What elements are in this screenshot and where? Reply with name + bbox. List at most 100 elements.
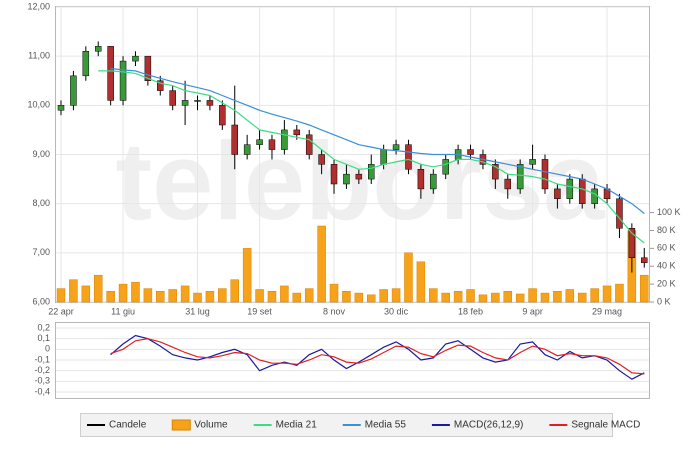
y-tick-label: 0 [45, 344, 50, 354]
candle-body [256, 139, 263, 145]
candle-body [305, 134, 313, 155]
y2-tick-label: 100 K [657, 207, 681, 217]
candle-body [467, 149, 474, 155]
volume-bar [590, 288, 599, 303]
volume-bar [143, 288, 153, 303]
candle-body [70, 75, 77, 106]
candle-body [566, 178, 574, 199]
volume-bar [267, 291, 277, 303]
volume-bar [367, 294, 376, 303]
candle-body [219, 105, 226, 126]
y2-tick-label: 80 K [657, 225, 676, 235]
candle-body [380, 149, 387, 165]
line-series [110, 338, 645, 375]
legend-key [171, 419, 191, 431]
volume-bar [193, 292, 202, 303]
volume-bar [379, 289, 388, 303]
y2-tick-label: 60 K [657, 243, 676, 253]
candle-body [206, 100, 214, 106]
legend-label: Media 21 [276, 420, 318, 431]
volume-bar [354, 292, 364, 303]
candle-body [591, 188, 598, 204]
y-tick-label: -0,4 [34, 386, 50, 396]
volume-bar [242, 248, 252, 303]
candle-body [132, 55, 139, 62]
volume-bar [466, 289, 475, 303]
volume-bar [429, 288, 438, 303]
candle-body [492, 164, 499, 180]
line-series [110, 67, 645, 214]
volume-bar [515, 293, 525, 303]
candle-body [616, 198, 623, 229]
volume-bar [168, 289, 177, 303]
y-tick-label: 6,00 [32, 296, 50, 306]
candle-body [442, 159, 449, 175]
volume-bar [230, 279, 239, 303]
y-tick-label: 9,00 [32, 149, 50, 159]
candle-body [181, 100, 189, 106]
volume-bar [292, 292, 302, 303]
volume-bar [441, 292, 450, 303]
candle-body [57, 105, 65, 111]
volume-bar [416, 261, 426, 303]
candle-body [641, 257, 648, 263]
volume-bar [205, 291, 215, 303]
volume-bar [391, 288, 401, 303]
candle-body [293, 129, 301, 136]
volume-bar [478, 294, 488, 303]
volume-bar [577, 292, 587, 303]
volume-bar [317, 225, 326, 303]
candle-body [82, 51, 90, 77]
volume-bar [81, 285, 91, 303]
x-tick-label: 8 nov [323, 306, 346, 316]
volume-bar [553, 291, 562, 303]
volume-bar [180, 285, 190, 303]
legend-label: Candele [109, 420, 147, 431]
candle-body [231, 124, 238, 155]
candle-body [343, 173, 350, 185]
candle-body [330, 164, 338, 185]
y-tick-label: 12,00 [27, 1, 50, 11]
y2-tick-label: 0 K [657, 296, 671, 306]
y-tick-label: -0,1 [34, 354, 50, 364]
candle-body [355, 173, 363, 180]
volume-bar [93, 274, 103, 303]
x-tick-label: 30 dic [384, 306, 409, 316]
volume-bar [304, 288, 314, 303]
y-tick-label: 8,00 [32, 198, 50, 208]
y-tick-label: 0,1 [37, 333, 50, 343]
x-tick-label: 9 apr [522, 306, 543, 316]
y2-tick-label: 20 K [657, 278, 676, 288]
x-tick-label: 31 lug [185, 306, 210, 316]
volume-bar [56, 288, 66, 303]
y-tick-label: 0,2 [37, 322, 50, 332]
volume-bar [565, 289, 575, 303]
candle-body [281, 129, 288, 150]
candle-body [578, 178, 586, 204]
x-tick-label: 18 feb [458, 306, 483, 316]
candle-body [554, 188, 561, 200]
candle-body [318, 154, 325, 165]
legend-label: MACD(26,12,9) [454, 420, 523, 431]
line-series [98, 70, 645, 244]
legend-label: Media 55 [365, 420, 407, 431]
volume-bar [156, 291, 165, 303]
x-tick-label: 11 giu [111, 306, 135, 316]
y-tick-label: -0,3 [34, 376, 50, 386]
candle-body [430, 173, 437, 190]
candle-body [405, 144, 412, 170]
volume-bar [540, 292, 550, 303]
candle-body [529, 159, 536, 165]
y-tick-label: -0,2 [34, 365, 50, 375]
y-tick-label: 7,00 [32, 247, 50, 257]
candle-body [417, 169, 425, 190]
volume-bar [329, 283, 339, 303]
x-tick-label: 29 mag [592, 306, 622, 316]
volume-bar [255, 289, 264, 303]
volume-bar [453, 291, 463, 303]
y-tick-label: 10,00 [27, 100, 50, 110]
volume-bar [640, 274, 649, 303]
volume-bar [615, 283, 624, 303]
